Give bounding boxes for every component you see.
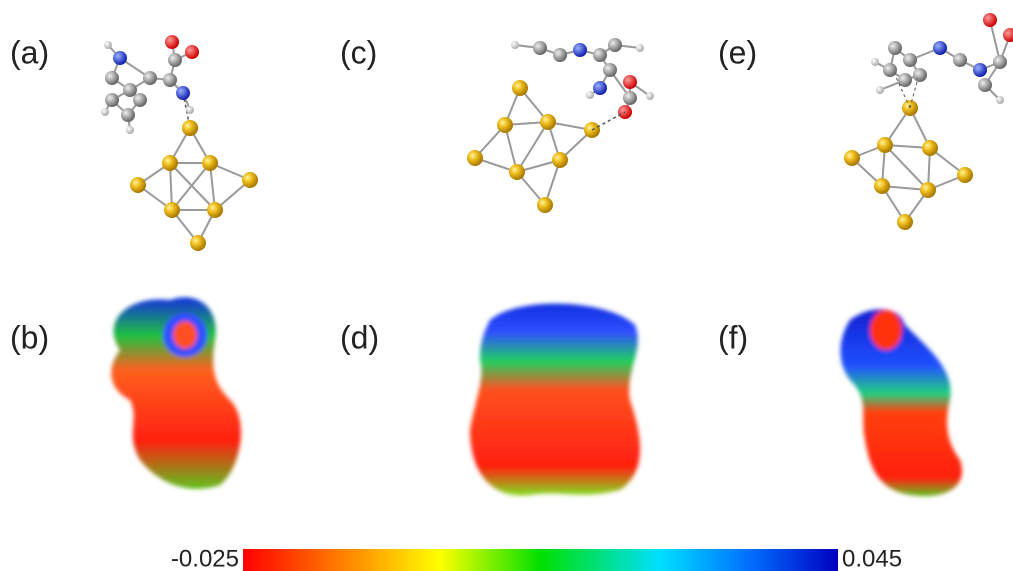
atom xyxy=(593,48,607,62)
atom xyxy=(903,53,917,67)
atom xyxy=(871,58,879,66)
atom xyxy=(957,167,973,183)
atom xyxy=(512,80,528,96)
atom xyxy=(497,117,513,133)
atom xyxy=(190,235,206,251)
atom xyxy=(123,83,137,97)
atom xyxy=(182,120,198,136)
atom xyxy=(162,155,178,171)
atom xyxy=(922,140,938,156)
atom xyxy=(467,150,483,166)
panel-label: (f) xyxy=(718,319,748,355)
atom xyxy=(163,73,177,87)
atom xyxy=(202,155,218,171)
esp-surface xyxy=(173,321,197,349)
atom xyxy=(113,51,127,65)
atom xyxy=(586,91,594,99)
panel-label: (e) xyxy=(718,34,757,70)
atom xyxy=(623,75,637,89)
atom xyxy=(104,41,112,49)
atom xyxy=(533,41,547,55)
atom xyxy=(888,41,902,55)
atom xyxy=(168,53,182,67)
colorbar xyxy=(243,549,838,571)
panel-label: (c) xyxy=(340,34,377,70)
atom xyxy=(844,150,860,166)
atom xyxy=(165,35,179,49)
atom xyxy=(953,53,967,67)
atom xyxy=(126,126,134,134)
colorbar-min-label: -0.025 xyxy=(171,545,239,571)
colorbar-max-label: 0.045 xyxy=(842,545,902,571)
atom xyxy=(121,108,135,122)
panel-label: (d) xyxy=(340,319,379,355)
atom xyxy=(553,48,567,62)
atom xyxy=(876,86,884,94)
atom xyxy=(537,197,553,213)
atom xyxy=(509,164,525,180)
molecule-structures xyxy=(101,13,1013,251)
atom xyxy=(897,214,913,230)
atom xyxy=(105,93,119,107)
atom xyxy=(130,177,146,193)
atom xyxy=(511,41,519,49)
atom xyxy=(983,13,997,27)
esp-surface xyxy=(870,310,902,350)
figure: (a) (c) (e) (b) (d) (f) -0.025 0.045 xyxy=(0,0,1013,571)
atom xyxy=(603,63,617,77)
atom xyxy=(101,108,109,116)
esp-surface xyxy=(841,309,962,496)
atom xyxy=(573,43,587,57)
atom xyxy=(552,152,568,168)
atom xyxy=(913,68,927,82)
atom xyxy=(105,71,119,85)
esp-maps xyxy=(111,297,962,496)
panel-label: (b) xyxy=(10,319,49,355)
atom xyxy=(176,86,190,100)
atom xyxy=(978,78,992,92)
atom xyxy=(898,73,912,87)
atom xyxy=(646,92,654,100)
atom xyxy=(993,55,1007,69)
atom xyxy=(883,63,897,77)
atom xyxy=(143,71,157,85)
atom xyxy=(996,96,1004,104)
atom xyxy=(207,202,223,218)
atom xyxy=(1003,28,1013,42)
atom xyxy=(874,178,890,194)
atom xyxy=(133,93,147,107)
atom xyxy=(185,45,199,59)
atom xyxy=(186,106,194,114)
atom xyxy=(540,114,556,130)
atom xyxy=(877,137,893,153)
esp-surface xyxy=(470,304,640,496)
atom xyxy=(593,81,607,95)
panel-label: (a) xyxy=(10,34,49,70)
atom xyxy=(933,41,947,55)
atom xyxy=(973,63,987,77)
atom xyxy=(608,38,622,52)
bond xyxy=(885,145,928,190)
atom xyxy=(636,44,644,52)
atom xyxy=(242,172,258,188)
atom xyxy=(920,182,936,198)
atom xyxy=(164,202,180,218)
atom xyxy=(623,91,637,105)
